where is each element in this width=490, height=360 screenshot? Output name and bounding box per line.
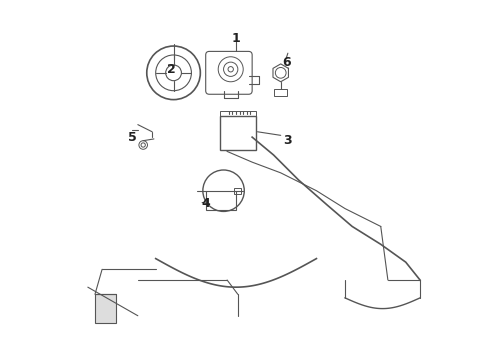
Text: 3: 3 [284,134,292,147]
Text: 1: 1 [232,32,241,45]
FancyBboxPatch shape [206,51,252,94]
Text: 2: 2 [168,63,176,76]
Bar [234,188,242,194]
Text: 6: 6 [282,55,291,69]
Bar [220,111,256,116]
Bar [206,191,236,210]
Bar [95,294,117,323]
Text: 5: 5 [128,131,137,144]
Text: 4: 4 [201,197,210,210]
Bar [220,116,256,150]
Bar [274,89,287,96]
